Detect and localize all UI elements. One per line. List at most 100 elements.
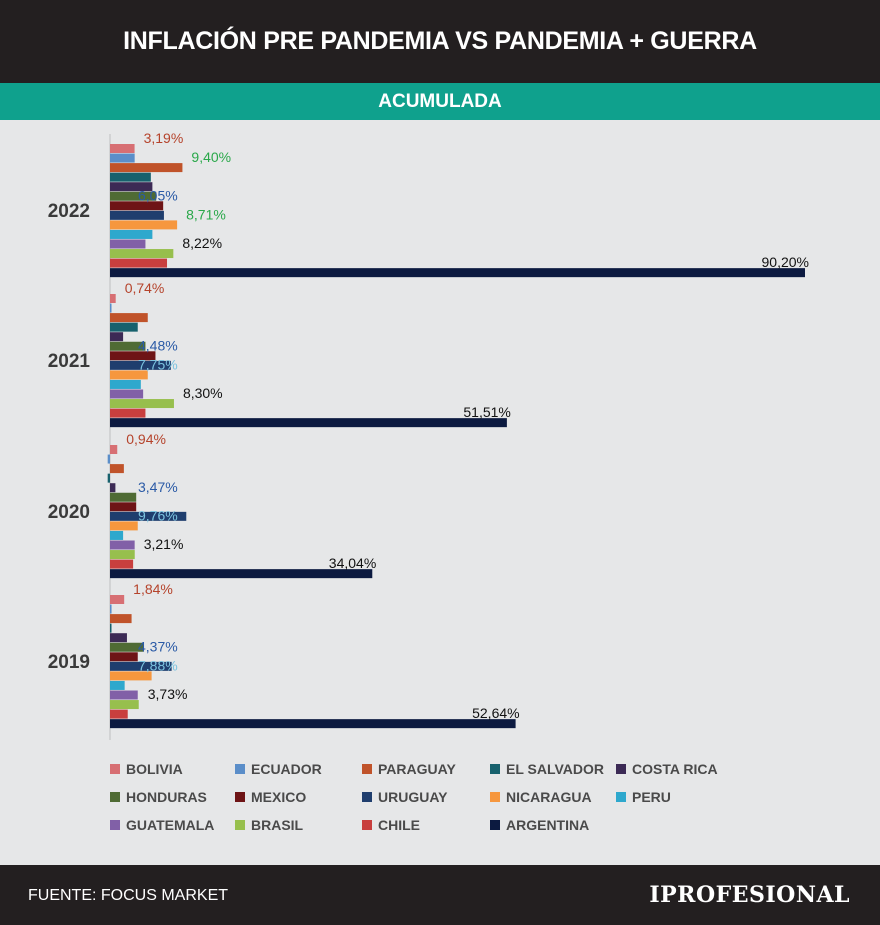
bar-honduras-2019	[110, 642, 144, 652]
chart-subtitle: ACUMULADA	[378, 90, 502, 112]
data-label-brasil-2020: 3,21%	[144, 536, 184, 552]
data-label-argentina-2021: 51,51%	[463, 404, 510, 420]
legend-label-nicaragua: NICARAGUA	[506, 789, 592, 805]
data-label-brasil-2022: 8,22%	[182, 235, 222, 251]
bar-honduras-2022	[110, 191, 157, 201]
legend-swatch-guatemala	[110, 820, 120, 830]
data-label-extra-2019: 4,37%	[138, 638, 178, 654]
bar-brasil-2020	[110, 550, 135, 560]
bar-chart: 2022 3,19% 9,40% 8,71% 8,22% 90,20% 2021 0,74% 8…	[48, 130, 809, 833]
footer: FUENTE: FOCUS MARKET IPROFESIONAL	[0, 865, 880, 925]
brand-logo: IPROFESIONAL	[649, 882, 850, 908]
legend-label-argentina: ARGENTINA	[506, 817, 589, 833]
bar-ecuador-2020	[107, 454, 110, 464]
legend-swatch-honduras	[110, 792, 120, 802]
legend-swatch-chile	[362, 820, 372, 830]
bar-honduras-2021	[110, 341, 146, 351]
bar-uruguay-2020	[110, 511, 187, 521]
legend-label-uruguay: URUGUAY	[378, 789, 448, 805]
data-label-argentina-2020: 34,04%	[329, 555, 376, 571]
bar-guatemala-2022	[110, 239, 146, 249]
bar-costa-rica-2020	[110, 483, 116, 493]
bar-ecuador-2022	[110, 153, 135, 163]
bar-bolivia-2020	[110, 445, 118, 454]
bar-bolivia-2019	[110, 595, 125, 604]
data-label-brasil-2021: 8,30%	[183, 385, 223, 401]
bar-ecuador-2021	[110, 303, 112, 313]
bar-paraguay-2020	[110, 464, 124, 474]
legend-swatch-paraguay	[362, 764, 372, 774]
legend-swatch-brasil	[235, 820, 245, 830]
legend-label-mexico: MEXICO	[251, 789, 306, 805]
bar-argentina-2022	[110, 268, 805, 278]
bar-argentina-2019	[110, 719, 516, 729]
bar-uruguay-2021	[110, 360, 171, 370]
bar-nicaragua-2022	[110, 220, 178, 230]
bar-paraguay-2021	[110, 313, 148, 323]
bar-guatemala-2021	[110, 389, 144, 399]
legend-swatch-mexico	[235, 792, 245, 802]
data-label-bolivia-2022: 3,19%	[144, 130, 184, 146]
bar-nicaragua-2021	[110, 370, 148, 380]
legend-swatch-nicaragua	[490, 792, 500, 802]
legend-label-guatemala: GUATEMALA	[126, 817, 214, 833]
legend-label-brasil: BRASIL	[251, 817, 304, 833]
legend-swatch-ecuador	[235, 764, 245, 774]
legend-label-peru: PERU	[632, 789, 671, 805]
bar-guatemala-2019	[110, 690, 138, 700]
bar-chile-2019	[110, 709, 128, 719]
subheader: ACUMULADA	[0, 83, 880, 120]
data-label-nicaragua-2022: 8,71%	[186, 206, 226, 222]
legend-label-ecuador: ECUADOR	[251, 761, 322, 777]
bar-argentina-2020	[110, 569, 373, 579]
bar-costa-rica-2019	[110, 633, 127, 643]
legend-label-el-salvador: EL SALVADOR	[506, 761, 604, 777]
tick-label-2021: 2021	[48, 351, 91, 372]
bar-uruguay-2022	[110, 210, 164, 220]
bar-chile-2020	[110, 559, 134, 569]
header: INFLACIÓN PRE PANDEMIA VS PANDEMIA + GUE…	[0, 0, 880, 83]
bar-peru-2019	[110, 680, 125, 690]
data-label-extra-2022: 6,05%	[138, 187, 178, 203]
legend-swatch-argentina	[490, 820, 500, 830]
bar-paraguay-2019	[110, 614, 132, 624]
bar-mexico-2020	[110, 502, 137, 512]
bar-peru-2020	[110, 530, 124, 540]
data-label-argentina-2022: 90,20%	[762, 254, 809, 270]
bar-mexico-2022	[110, 201, 164, 211]
bar-bolivia-2021	[110, 294, 116, 303]
source-text: FUENTE: FOCUS MARKET	[28, 887, 229, 904]
bar-peru-2021	[110, 379, 141, 389]
bar-bolivia-2022	[110, 144, 135, 153]
data-label-bolivia-2021: 0,74%	[125, 280, 165, 296]
data-label-extra-2021: 4,48%	[138, 337, 178, 353]
bar-el-salvador-2020	[107, 473, 110, 483]
tick-label-2019: 2019	[48, 652, 90, 673]
legend-label-bolivia: BOLIVIA	[126, 761, 183, 777]
data-label-bolivia-2020: 0,94%	[126, 431, 166, 447]
data-label-paraguay-2022: 9,40%	[191, 149, 231, 165]
bar-el-salvador-2019	[110, 623, 112, 633]
bar-mexico-2019	[110, 652, 138, 662]
legend-swatch-el-salvador	[490, 764, 500, 774]
bar-argentina-2021	[110, 418, 507, 428]
bar-nicaragua-2019	[110, 671, 152, 681]
bar-mexico-2021	[110, 351, 156, 361]
bar-paraguay-2022	[110, 163, 183, 173]
bar-brasil-2021	[110, 399, 174, 409]
legend-swatch-costa-rica	[616, 764, 626, 774]
bar-ecuador-2019	[110, 604, 112, 614]
bar-chile-2021	[110, 408, 146, 418]
bar-brasil-2022	[110, 249, 174, 259]
legend-swatch-bolivia	[110, 764, 120, 774]
legend-label-chile: CHILE	[378, 817, 420, 833]
bar-brasil-2019	[110, 700, 139, 710]
legend-swatch-peru	[616, 792, 626, 802]
data-label-extra-2020: 9,76%	[138, 507, 178, 523]
bar-costa-rica-2021	[110, 332, 124, 342]
legend-swatch-uruguay	[362, 792, 372, 802]
data-label-brasil-2019: 3,73%	[148, 686, 188, 702]
legend-label-honduras: HONDURAS	[126, 789, 207, 805]
tick-label-2020: 2020	[48, 502, 90, 523]
bar-el-salvador-2022	[110, 172, 151, 182]
